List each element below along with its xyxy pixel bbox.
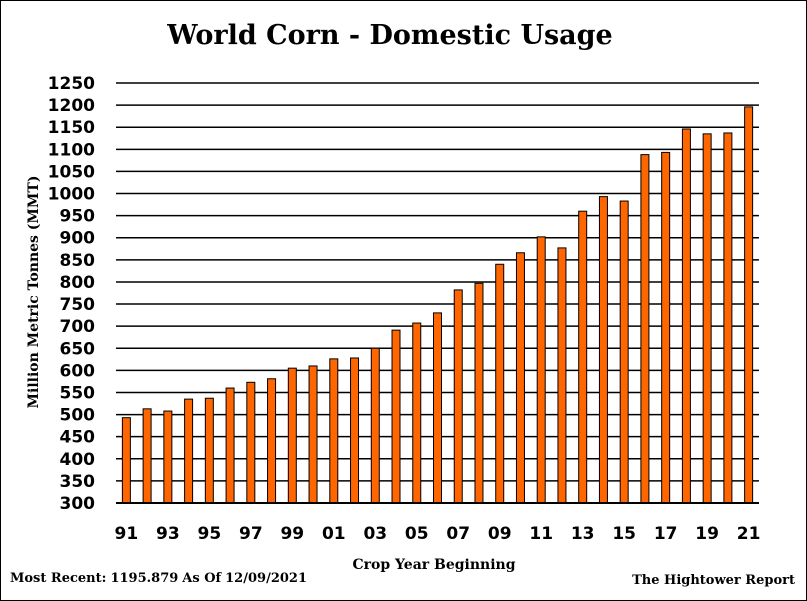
- y-tick-label: 650: [60, 339, 96, 359]
- y-tick-label: 450: [60, 428, 96, 448]
- bar-08: [474, 282, 484, 504]
- y-tick-label: 900: [60, 229, 96, 249]
- y-tick-label: 300: [60, 494, 96, 514]
- bar-92: [142, 408, 152, 504]
- y-tick-label: 1250: [48, 74, 95, 94]
- y-tick-label: 950: [60, 207, 96, 227]
- bar-11: [536, 236, 546, 504]
- bar-97: [246, 381, 256, 504]
- y-tick-label: 750: [60, 295, 96, 315]
- most-recent-note: Most Recent: 1195.879 As Of 12/09/2021: [10, 571, 311, 586]
- bar-00: [308, 365, 318, 504]
- chart-title: World Corn - Domestic Usage: [167, 20, 613, 51]
- source-credit: The Hightower Report: [632, 573, 795, 588]
- bar-01: [329, 358, 339, 504]
- bar-17: [661, 151, 671, 504]
- as-of-date: 12/09/2021: [225, 571, 307, 586]
- most-recent-label: Most Recent:: [10, 571, 107, 586]
- bar-03: [370, 347, 380, 504]
- bar-10: [515, 252, 525, 504]
- y-tick-label: 800: [60, 273, 96, 293]
- bar-93: [163, 410, 173, 504]
- y-tick-label: 550: [60, 383, 96, 403]
- y-tick-label: 400: [60, 450, 96, 470]
- x-tick-label: 19: [695, 524, 719, 544]
- bar-95: [204, 397, 214, 504]
- bar-94: [184, 398, 194, 504]
- as-of-label: As Of: [182, 571, 222, 586]
- bar-13: [578, 210, 588, 504]
- bar-21: [744, 106, 754, 504]
- bar-12: [557, 247, 567, 504]
- x-axis-label: Crop Year Beginning: [352, 557, 516, 573]
- y-tick-label: 1150: [48, 118, 95, 138]
- bar-14: [598, 196, 608, 504]
- x-tick-label: 93: [156, 524, 180, 544]
- bar-19: [702, 133, 712, 504]
- x-tick-label: 11: [529, 524, 553, 544]
- x-tick-label: 95: [198, 524, 222, 544]
- x-tick-label: 15: [612, 524, 636, 544]
- bar-02: [350, 357, 360, 504]
- most-recent-value: 1195.879: [110, 571, 179, 586]
- bar-16: [640, 154, 650, 504]
- bar-15: [619, 200, 629, 504]
- bar-04: [391, 329, 401, 504]
- x-tick-label: 09: [488, 524, 512, 544]
- y-tick-label: 1000: [48, 185, 95, 205]
- y-tick-label: 600: [60, 361, 96, 381]
- x-tick-label: 07: [446, 524, 470, 544]
- bar-06: [433, 312, 442, 504]
- x-tick-label: 05: [405, 524, 429, 544]
- x-tick-label: 97: [239, 524, 263, 544]
- x-tick-label: 91: [115, 524, 139, 544]
- x-tick-label: 01: [322, 524, 346, 544]
- x-tick-label: 13: [571, 524, 595, 544]
- bar-96: [225, 387, 235, 504]
- x-tick-label: 21: [737, 524, 761, 544]
- y-tick-label: 1050: [48, 162, 95, 182]
- y-tick-label: 1100: [48, 140, 95, 160]
- x-tick-label: 99: [280, 524, 304, 544]
- y-tick-label: 1200: [48, 96, 95, 116]
- y-tick-label: 850: [60, 251, 96, 271]
- bar-99: [287, 367, 297, 504]
- bar-07: [453, 289, 463, 504]
- x-tick-label: 03: [363, 524, 387, 544]
- bar-09: [495, 263, 505, 504]
- bar-98: [267, 378, 277, 504]
- y-tick-label: 700: [60, 317, 96, 337]
- bar-91: [121, 417, 131, 504]
- bar-05: [412, 322, 422, 504]
- bar-20: [723, 132, 733, 504]
- x-tick-label: 17: [654, 524, 678, 544]
- bar-18: [681, 128, 691, 504]
- y-tick-label: 350: [60, 472, 96, 492]
- y-tick-label: 500: [60, 406, 96, 426]
